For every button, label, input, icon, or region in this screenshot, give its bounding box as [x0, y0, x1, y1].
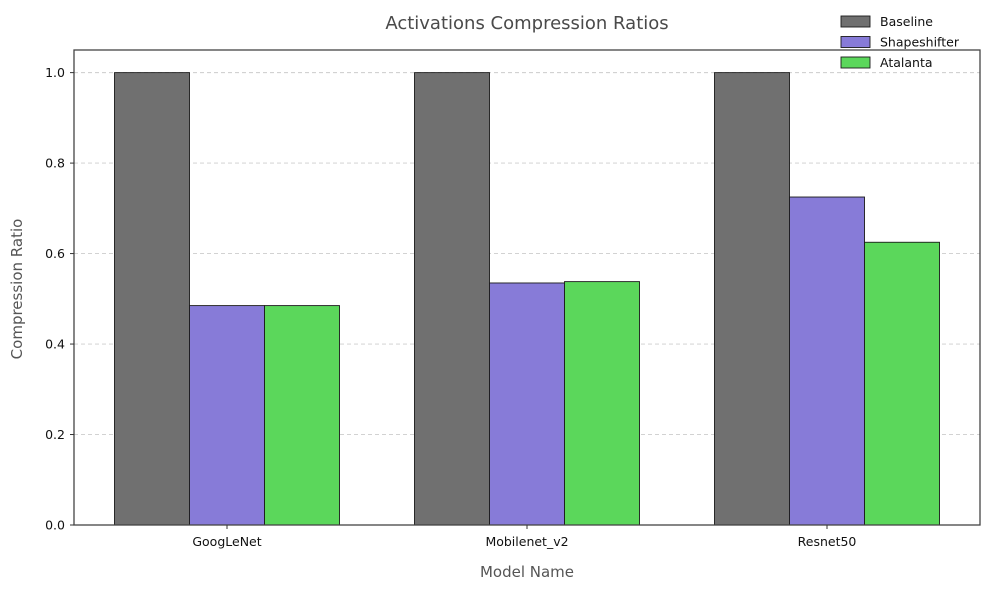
y-tick-label: 0.8	[45, 156, 65, 171]
x-tick-label: Resnet50	[798, 534, 857, 549]
y-tick-label: 0.0	[45, 518, 65, 533]
chart-title: Activations Compression Ratios	[385, 13, 668, 34]
x-axis-label: Model Name	[480, 563, 574, 581]
bar-atalanta-mobilenet_v2	[564, 281, 640, 526]
bar-shapeshifter-resnet50	[789, 196, 865, 526]
legend: Baseline Shapeshifter Atalanta	[840, 14, 960, 70]
bars	[114, 72, 940, 526]
y-tick-label: 0.2	[45, 427, 65, 442]
y-tick-label: 1.0	[45, 65, 65, 80]
legend-swatch-baseline	[840, 15, 871, 28]
y-axis-ticks: 0.0 0.2 0.4 0.6 0.8 1.0	[45, 65, 74, 533]
bar-baseline-googlenet	[114, 72, 190, 526]
y-tick-label: 0.4	[45, 337, 65, 352]
x-axis-ticks: GoogLeNet Mobilenet_v2 Resnet50	[192, 525, 856, 549]
x-tick-label: GoogLeNet	[192, 534, 261, 549]
y-tick-label: 0.6	[45, 246, 65, 261]
bar-baseline-mobilenet_v2	[414, 72, 490, 526]
bar-atalanta-resnet50	[864, 241, 940, 526]
y-axis-label: Compression Ratio	[8, 219, 26, 360]
bar-shapeshifter-googlenet	[189, 305, 265, 526]
bar-baseline-resnet50	[714, 72, 790, 526]
legend-swatch-atalanta	[840, 56, 871, 69]
legend-label-atalanta: Atalanta	[880, 55, 933, 70]
legend-label-shapeshifter: Shapeshifter	[880, 35, 960, 50]
x-tick-label: Mobilenet_v2	[485, 534, 568, 549]
bar-atalanta-googlenet	[264, 305, 340, 526]
legend-swatch-shapeshifter	[840, 36, 871, 48]
legend-label-baseline: Baseline	[880, 14, 933, 29]
bar-shapeshifter-mobilenet_v2	[489, 282, 565, 526]
